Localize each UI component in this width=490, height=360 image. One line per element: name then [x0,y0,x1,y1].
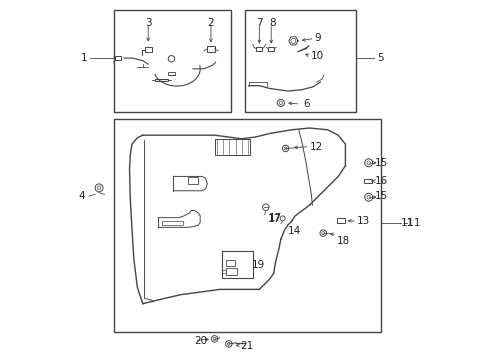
Text: 15: 15 [375,191,388,201]
Bar [364,179,371,183]
Bar [114,10,231,112]
Bar [226,268,237,275]
Text: 10: 10 [311,51,324,61]
Bar [215,139,250,155]
Text: 17: 17 [269,213,282,223]
Text: 13: 13 [357,216,370,226]
Text: 19: 19 [252,260,266,270]
Text: 5: 5 [378,53,384,63]
Bar [145,47,152,52]
Bar [226,260,235,266]
Bar [114,119,381,332]
Text: 16: 16 [375,176,388,186]
Text: 4: 4 [79,191,85,201]
Bar [115,55,121,60]
Text: 6: 6 [303,99,310,109]
Text: 12: 12 [310,141,323,152]
Bar [337,218,344,223]
Text: 18: 18 [337,236,350,246]
Bar [168,72,175,75]
Bar [188,177,198,184]
Text: 9: 9 [315,33,321,43]
Bar [245,10,356,112]
Text: 11: 11 [401,218,414,228]
Text: –11: –11 [402,218,420,228]
Text: 1: 1 [80,53,87,63]
Bar [162,221,183,225]
Text: 2: 2 [208,18,214,28]
Text: 21: 21 [241,341,254,351]
Text: 20: 20 [194,336,207,346]
Bar [256,46,262,51]
Text: 14: 14 [287,226,300,235]
Text: 3: 3 [145,18,151,28]
Bar [221,251,253,278]
Text: 8: 8 [269,18,275,28]
Bar [269,46,274,51]
Text: 7: 7 [256,18,263,28]
Text: 15: 15 [375,158,388,168]
Text: 17: 17 [269,214,282,224]
Bar [155,78,168,81]
Bar [207,45,215,51]
